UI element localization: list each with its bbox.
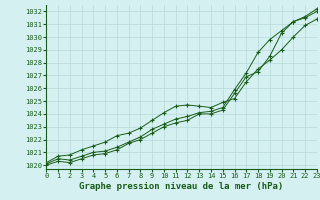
X-axis label: Graphe pression niveau de la mer (hPa): Graphe pression niveau de la mer (hPa) [79, 182, 284, 191]
